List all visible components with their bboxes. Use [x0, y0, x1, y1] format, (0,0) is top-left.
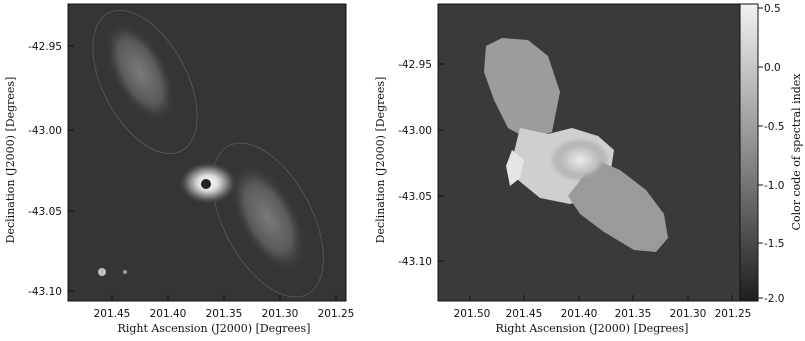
right-panel: -42.95 -43.00 -43.05 -43.10 201.50 201.4… — [374, 3, 752, 335]
right-xtick-4: 201.35 — [615, 308, 652, 320]
spectral-core-bright — [550, 138, 610, 182]
spectral-north-region — [484, 38, 560, 140]
left-xtick-3: 201.35 — [206, 308, 243, 320]
right-ylabel: Declination (J2000) [Degrees] — [374, 77, 387, 244]
left-xtick-4: 201.30 — [262, 308, 299, 320]
left-xtick-5: 201.25 — [318, 308, 355, 320]
left-xlabel: Right Ascension (J2000) [Degrees] — [118, 322, 311, 335]
left-ylabel: Declination (J2000) [Degrees] — [4, 77, 17, 244]
left-ytick-1: -42.95 — [28, 41, 62, 53]
right-ytick-2: -43.00 — [398, 125, 432, 137]
colorbar: 0.5 0.0 -0.5 -1.0 -1.5 -2.0 Color code o… — [739, 3, 803, 305]
northern-lobe — [103, 19, 177, 125]
right-xlabel: Right Ascension (J2000) [Degrees] — [496, 322, 689, 335]
left-panel: -42.95 -43.00 -43.05 -43.10 201.45 201.4… — [4, 3, 355, 335]
right-ytick-4: -43.10 — [398, 256, 432, 268]
core-dark-center — [201, 179, 211, 189]
left-ytick-3: -43.05 — [28, 206, 62, 218]
cbar-tick-6: -2.0 — [764, 293, 785, 305]
beam-marker-large — [98, 268, 106, 276]
colorbar-label: Color code of spectral index — [790, 73, 803, 231]
right-x-ticks: 201.50 201.45 201.40 201.35 201.30 201.2… — [454, 295, 752, 320]
southern-lobe — [228, 161, 308, 275]
contour-north — [92, 9, 198, 155]
left-ytick-2: -43.00 — [28, 125, 62, 137]
right-xtick-2: 201.45 — [506, 308, 543, 320]
spectral-index-map — [484, 38, 668, 252]
left-y-ticks: -42.95 -43.00 -43.05 -43.10 — [28, 41, 74, 298]
contour-south — [212, 142, 324, 298]
right-y-ticks: -42.95 -43.00 -43.05 -43.10 — [398, 59, 444, 268]
right-xtick-5: 201.30 — [670, 308, 707, 320]
left-xtick-2: 201.40 — [150, 308, 187, 320]
spectral-edge-west — [506, 150, 524, 186]
left-x-ticks: 201.45 201.40 201.35 201.30 201.25 — [94, 295, 355, 320]
cbar-tick-2: 0.0 — [764, 62, 781, 74]
right-ytick-1: -42.95 — [398, 59, 432, 71]
left-radio-image — [92, 9, 324, 298]
cbar-tick-5: -1.5 — [764, 238, 785, 250]
cbar-tick-4: -1.0 — [764, 180, 785, 192]
left-ytick-4: -43.10 — [28, 286, 62, 298]
beam-marker-small — [123, 270, 127, 274]
cbar-tick-1: 0.5 — [764, 3, 781, 15]
spectral-south-region — [568, 160, 668, 252]
right-ytick-3: -43.05 — [398, 191, 432, 203]
right-xtick-1: 201.50 — [454, 308, 491, 320]
right-xtick-6: 201.25 — [715, 308, 752, 320]
colorbar-gradient — [739, 3, 759, 302]
right-xtick-3: 201.40 — [561, 308, 598, 320]
left-xtick-1: 201.45 — [94, 308, 131, 320]
cbar-tick-3: -0.5 — [764, 121, 785, 133]
